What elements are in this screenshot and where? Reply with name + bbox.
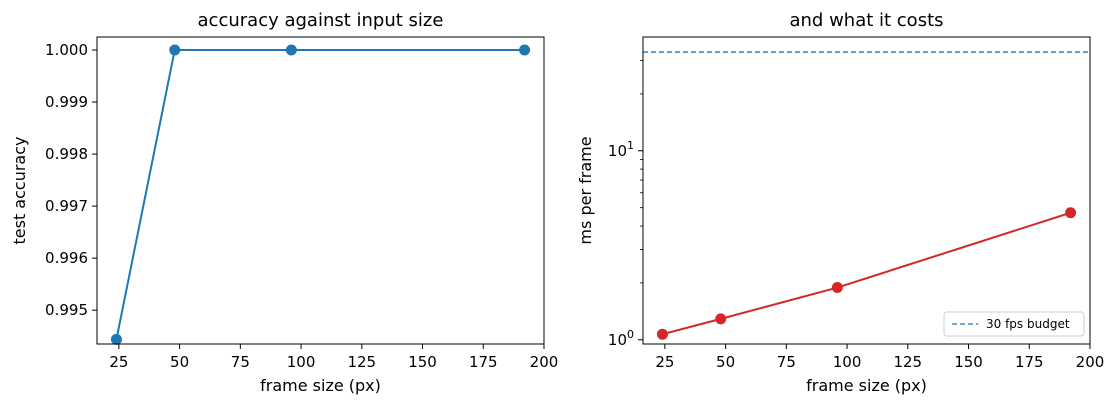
x-tick-label: 25 <box>655 353 674 371</box>
data-point <box>715 313 727 325</box>
legend-label: 30 fps budget <box>986 317 1070 331</box>
data-point <box>1065 207 1077 219</box>
y-tick-label: 101 <box>608 139 634 160</box>
data-point <box>519 44 531 56</box>
x-tick-label: 175 <box>469 353 498 371</box>
chart-title: and what it costs <box>789 10 943 31</box>
y-axis-label: test accuracy <box>10 137 29 245</box>
y-axis-label: ms per frame <box>576 136 595 244</box>
chart-panel-1: accuracy against input size 25 50 75 100 125 1… <box>10 10 558 395</box>
x-tick-label: 200 <box>1076 353 1105 371</box>
x-tick-label: 50 <box>716 353 735 371</box>
y-tick-label: 0.996 <box>45 249 88 267</box>
x-tick-label: 100 <box>287 353 316 371</box>
legend: 30 fps budget <box>943 311 1085 337</box>
data-point <box>169 44 181 56</box>
series-line <box>662 211 1071 336</box>
axes-frame <box>642 36 1091 345</box>
x-tick-label: 75 <box>777 353 796 371</box>
legend-box <box>943 311 1085 337</box>
x-axis-label: frame size (px) <box>806 376 927 395</box>
axes-frame <box>96 36 545 345</box>
data-point <box>831 282 843 294</box>
x-tick-label: 25 <box>109 353 128 371</box>
series-line <box>115 49 525 340</box>
data-point <box>285 44 297 56</box>
y-tick-label: 1.000 <box>45 41 88 59</box>
y-tick-label: 0.997 <box>45 197 88 215</box>
x-tick-label: 125 <box>893 353 922 371</box>
y-tick-label: 0.995 <box>45 301 88 319</box>
x-tick-label: 200 <box>530 353 559 371</box>
y-tick-label: 100 <box>608 328 634 349</box>
data-point <box>110 333 122 345</box>
chart-panel-2: and what it costs 25 50 75 100 125 150 175 200 fr… <box>576 10 1104 395</box>
y-tick-label: 0.998 <box>45 145 88 163</box>
x-tick-label: 125 <box>347 353 376 371</box>
x-tick-label: 150 <box>408 353 437 371</box>
x-tick-label: 100 <box>833 353 862 371</box>
x-tick-label: 75 <box>231 353 250 371</box>
x-axis-label: frame size (px) <box>260 376 381 395</box>
y-tick-label: 0.999 <box>45 93 88 111</box>
x-tick-label: 150 <box>954 353 983 371</box>
chart-title: accuracy against input size <box>198 10 444 31</box>
data-point <box>656 328 668 340</box>
x-tick-label: 50 <box>170 353 189 371</box>
x-tick-label: 175 <box>1015 353 1044 371</box>
